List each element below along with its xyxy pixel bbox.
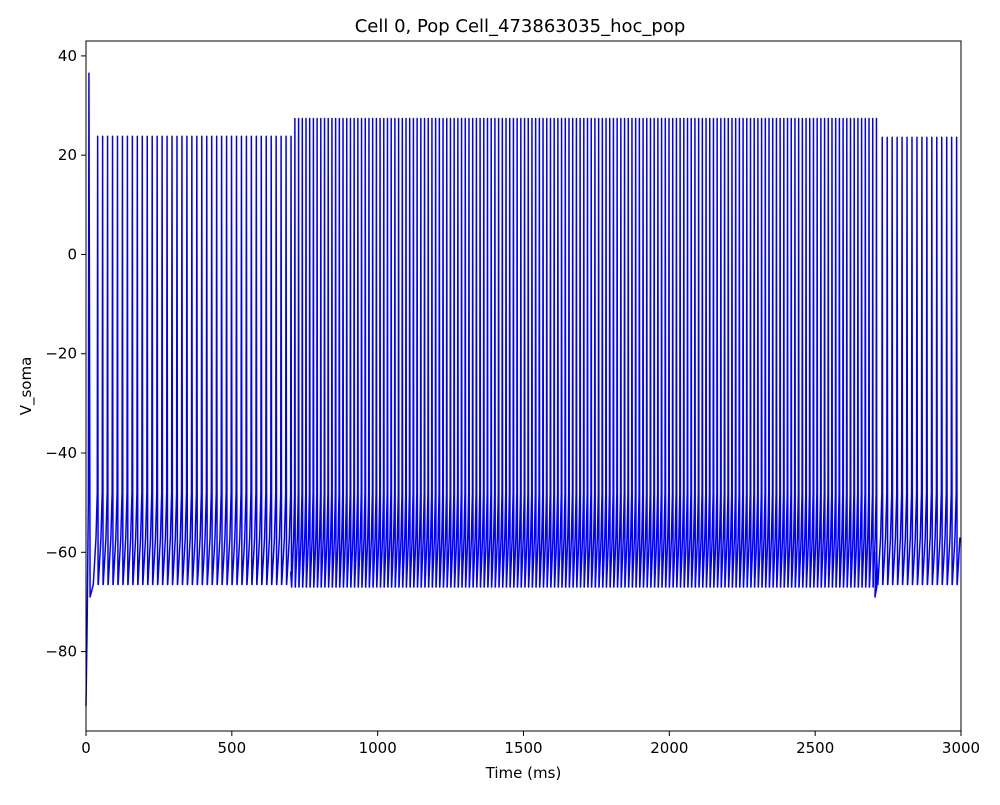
x-tick-label: 2500 <box>796 739 834 757</box>
y-tick-label: 40 <box>58 47 77 65</box>
y-tick-label: −40 <box>45 444 77 462</box>
y-axis-ticks: −80 −60 −40 −20 0 20 40 <box>45 47 86 661</box>
x-tick-label: 500 <box>218 739 247 757</box>
x-axis-label: Time (ms) <box>485 764 562 782</box>
axes-frame <box>85 40 962 732</box>
y-tick-label: 0 <box>67 245 77 263</box>
y-tick-label: −60 <box>45 543 77 561</box>
y-tick-label: −20 <box>45 345 77 363</box>
chart-title: Cell 0, Pop Cell_473863035_hoc_pop <box>355 16 686 37</box>
y-tick-label: −80 <box>45 643 77 661</box>
x-tick-label: 2000 <box>650 739 688 757</box>
plot-area <box>85 72 961 707</box>
x-tick-label: 0 <box>81 739 91 757</box>
y-axis-label: V_soma <box>17 357 36 416</box>
voltage-trace-series <box>85 72 961 707</box>
x-tick-label: 3000 <box>942 739 980 757</box>
x-tick-label: 1000 <box>359 739 397 757</box>
x-axis-ticks: 0 500 1000 1500 2000 2500 3000 <box>81 731 980 757</box>
y-tick-label: 20 <box>58 146 77 164</box>
x-tick-label: 1500 <box>504 739 542 757</box>
